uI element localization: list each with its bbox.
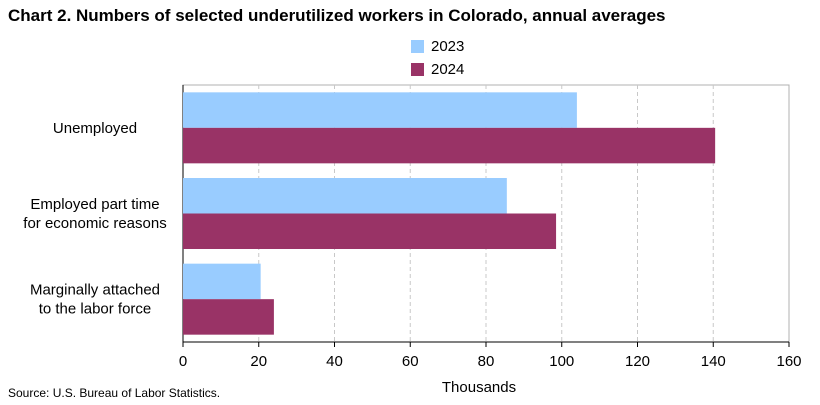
chart-title: Chart 2. Numbers of selected underutiliz… bbox=[8, 6, 666, 25]
category-label-2-line-0: Marginally attached bbox=[30, 282, 160, 299]
source-note: Source: U.S. Bureau of Labor Statistics. bbox=[8, 386, 221, 400]
x-tick-label-80: 80 bbox=[478, 353, 495, 370]
category-label-1-line-1: for economic reasons bbox=[23, 215, 166, 232]
x-tick-label-160: 160 bbox=[776, 353, 801, 370]
legend: 2023 2024 bbox=[411, 35, 464, 81]
category-label-0-line-0: Unemployed bbox=[53, 120, 137, 137]
x-tick-label-0: 0 bbox=[179, 353, 187, 370]
bar-2023-1 bbox=[183, 178, 507, 214]
x-tick-label-140: 140 bbox=[701, 353, 726, 370]
legend-item-2023: 2023 bbox=[411, 35, 464, 58]
legend-label-2023: 2023 bbox=[431, 38, 465, 55]
x-tick-label-40: 40 bbox=[326, 353, 343, 370]
legend-item-2024: 2024 bbox=[411, 58, 464, 81]
category-label-1-line-0: Employed part time bbox=[30, 196, 159, 213]
category-label-2-line-1: to the labor force bbox=[39, 301, 152, 318]
bar-2024-2 bbox=[183, 299, 274, 335]
x-axis-title: Thousands bbox=[442, 379, 516, 396]
x-tick-label-120: 120 bbox=[625, 353, 650, 370]
bar-2023-0 bbox=[183, 92, 577, 128]
legend-swatch-2023 bbox=[411, 40, 424, 53]
bar-2024-1 bbox=[183, 213, 557, 249]
x-tick-label-60: 60 bbox=[402, 353, 419, 370]
legend-swatch-2024 bbox=[411, 63, 424, 76]
bar-2024-0 bbox=[183, 127, 716, 164]
x-tick-label-20: 20 bbox=[250, 353, 267, 370]
legend-label-2024: 2024 bbox=[431, 61, 465, 78]
bar-2023-2 bbox=[183, 263, 261, 300]
x-tick-label-100: 100 bbox=[549, 353, 574, 370]
